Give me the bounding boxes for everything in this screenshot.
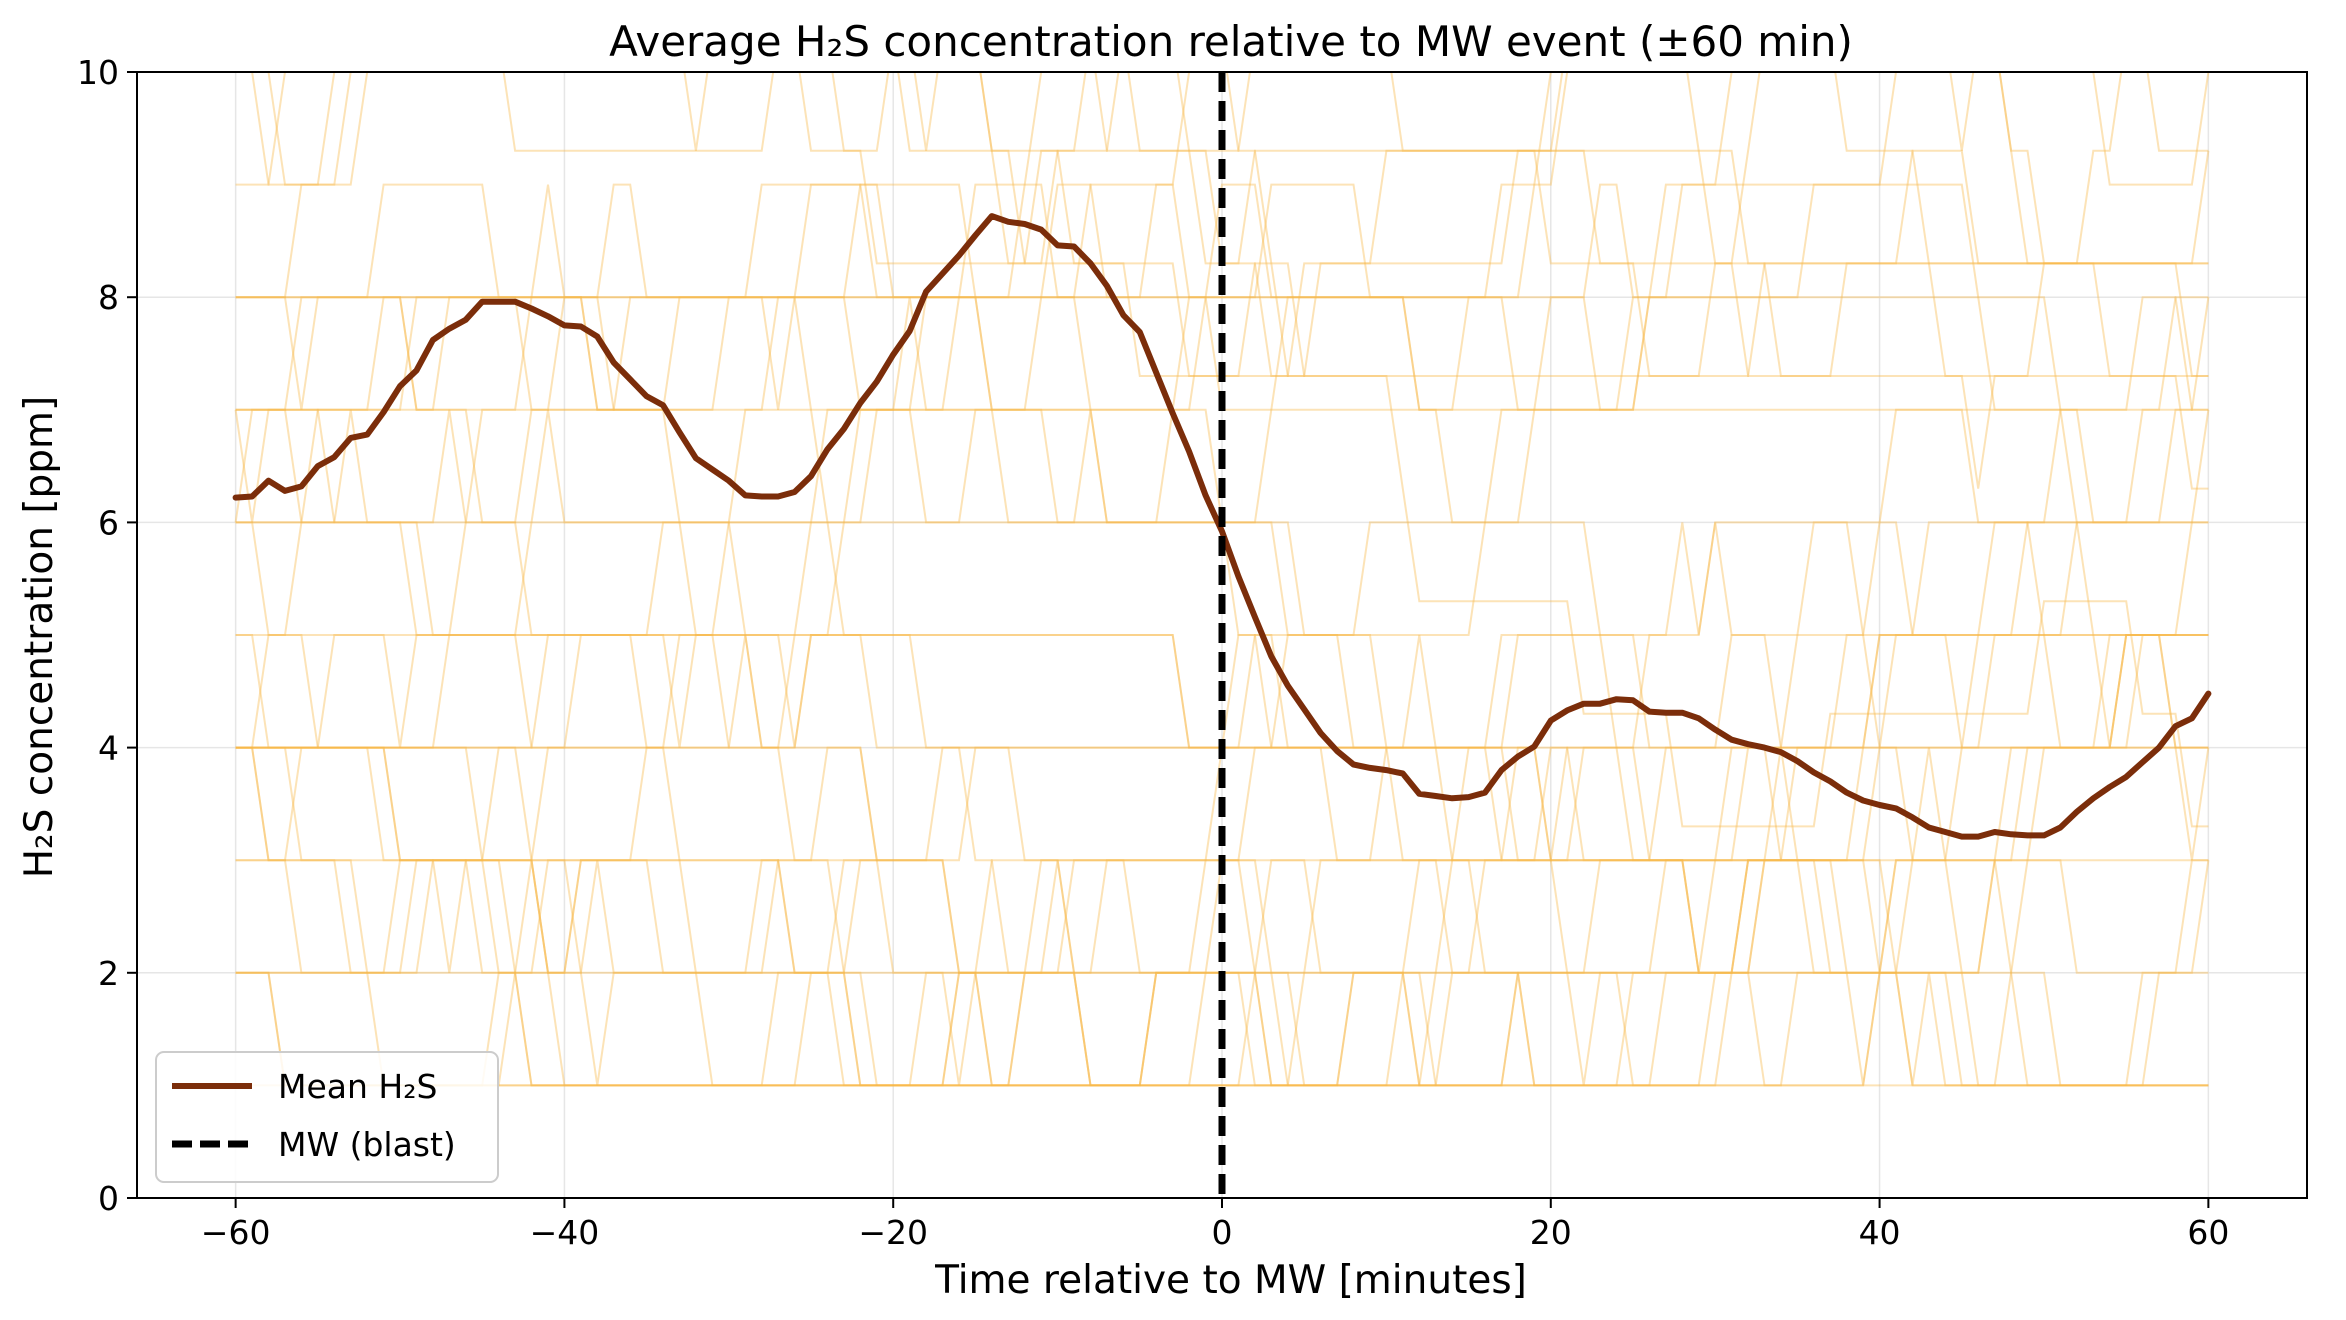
y-tick-label: 10 — [77, 53, 119, 92]
legend-label-event: MW (blast) — [278, 1125, 456, 1164]
x-tick-label: −20 — [858, 1213, 928, 1252]
individual-trace — [235, 521, 2209, 1087]
x-tick-label: 20 — [1530, 1213, 1572, 1252]
y-tick-label: 2 — [98, 954, 119, 993]
individual-trace — [234, 72, 1388, 523]
x-axis-title: Time relative to MW [minutes] — [934, 1258, 1527, 1303]
individual-trace — [235, 72, 2209, 524]
y-tick-label: 4 — [98, 729, 119, 768]
y-tick-label: 0 — [98, 1179, 119, 1218]
y-tick-label: 8 — [98, 278, 119, 317]
legend: Mean H₂S MW (blast) — [155, 1051, 499, 1183]
individual-trace — [235, 72, 2210, 636]
x-tick-label: 0 — [1212, 1213, 1233, 1252]
y-tick-label: 6 — [98, 503, 119, 542]
y-axis-title: H₂S concentration [ppm] — [17, 396, 62, 879]
x-tick-label: −40 — [530, 1213, 600, 1252]
x-tick-label: −60 — [201, 1213, 271, 1252]
axes-layer: −60 −40 −20 0 20 40 60 0 2 4 6 8 10 — [77, 53, 2308, 1252]
individual-trace — [235, 634, 2209, 1087]
individual-trace — [235, 183, 2209, 524]
x-tick-label: 40 — [1859, 1213, 1901, 1252]
series-layer — [232, 213, 2212, 840]
individual-trace — [235, 72, 2209, 411]
legend-label-mean: Mean H₂S — [278, 1067, 437, 1106]
individual-trace — [235, 72, 2209, 636]
chart-title: Average H₂S concentration relative to MW… — [609, 17, 1853, 66]
individual-trace — [235, 634, 2209, 1087]
individual-trace — [235, 72, 2209, 828]
x-tick-label: 60 — [2187, 1213, 2229, 1252]
individual-trace — [235, 522, 2209, 1087]
